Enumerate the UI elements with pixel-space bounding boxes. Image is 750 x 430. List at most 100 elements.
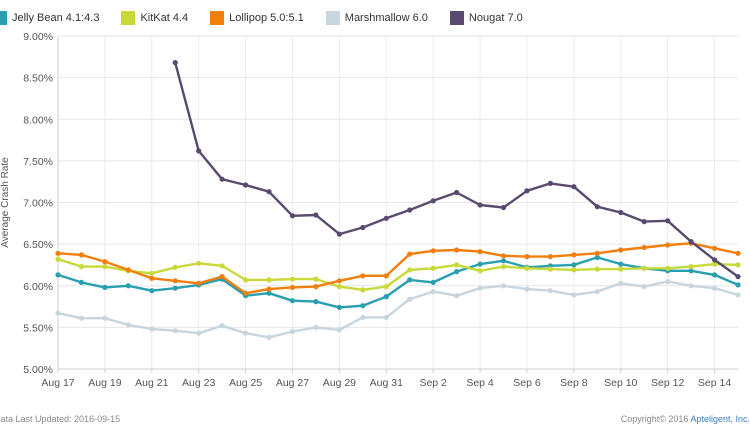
data-point-nougat-7-0 bbox=[383, 215, 389, 221]
data-point-nougat-7-0 bbox=[477, 202, 483, 208]
data-point-kitkat-4-4 bbox=[524, 265, 530, 271]
data-point-jelly-bean-4-1-4-3 bbox=[383, 294, 389, 300]
data-point-lollipop-5-0-5-1 bbox=[735, 250, 741, 256]
data-point-lollipop-5-0-5-1 bbox=[219, 274, 225, 280]
data-point-marshmallow-6-0 bbox=[454, 293, 460, 299]
data-point-nougat-7-0 bbox=[641, 219, 647, 225]
data-point-jelly-bean-4-1-4-3 bbox=[125, 283, 131, 289]
data-point-kitkat-4-4 bbox=[618, 266, 624, 272]
data-point-lollipop-5-0-5-1 bbox=[665, 242, 671, 248]
data-point-marshmallow-6-0 bbox=[149, 326, 155, 332]
data-point-lollipop-5-0-5-1 bbox=[55, 250, 61, 256]
x-tick-label: Aug 29 bbox=[323, 377, 356, 389]
data-point-kitkat-4-4 bbox=[102, 264, 108, 270]
data-point-nougat-7-0 bbox=[594, 204, 600, 210]
x-tick-label: Aug 17 bbox=[41, 377, 74, 389]
legend-item-lollipop[interactable]: Lollipop 5.0:5.1 bbox=[210, 11, 304, 25]
data-point-marshmallow-6-0 bbox=[430, 289, 436, 295]
data-point-kitkat-4-4 bbox=[712, 261, 718, 267]
data-point-lollipop-5-0-5-1 bbox=[594, 250, 600, 256]
legend-item-kitkat[interactable]: KitKat 4.4 bbox=[121, 11, 188, 25]
data-point-marshmallow-6-0 bbox=[266, 334, 272, 340]
legend-item-jelly-bean[interactable]: Jelly Bean 4.1:4.3 bbox=[0, 11, 99, 25]
data-point-marshmallow-6-0 bbox=[735, 292, 741, 298]
x-tick-label: Sep 4 bbox=[466, 377, 494, 389]
data-point-nougat-7-0 bbox=[618, 209, 624, 216]
y-tick-label: 9.00% bbox=[23, 31, 53, 43]
series-line-kitkat-4-4 bbox=[56, 257, 740, 292]
data-point-lollipop-5-0-5-1 bbox=[618, 247, 624, 253]
data-point-kitkat-4-4 bbox=[289, 276, 296, 282]
data-point-nougat-7-0 bbox=[172, 60, 178, 66]
data-point-jelly-bean-4-1-4-3 bbox=[336, 304, 342, 310]
data-point-kitkat-4-4 bbox=[430, 265, 436, 271]
legend-label-kitkat: KitKat 4.4 bbox=[140, 12, 189, 24]
data-point-marshmallow-6-0 bbox=[336, 327, 342, 333]
data-point-lollipop-5-0-5-1 bbox=[266, 286, 272, 292]
data-point-kitkat-4-4 bbox=[641, 265, 647, 271]
data-point-marshmallow-6-0 bbox=[594, 289, 600, 295]
x-tick-label: Sep 8 bbox=[560, 377, 588, 389]
data-point-nougat-7-0 bbox=[407, 207, 413, 213]
data-point-kitkat-4-4 bbox=[594, 266, 600, 272]
data-point-jelly-bean-4-1-4-3 bbox=[477, 261, 483, 267]
data-point-marshmallow-6-0 bbox=[243, 330, 249, 336]
data-point-jelly-bean-4-1-4-3 bbox=[360, 303, 366, 309]
copyright-brand-link[interactable]: Apteligent, Inc. bbox=[690, 414, 750, 424]
y-tick-label: 8.00% bbox=[23, 114, 53, 126]
y-tick-label: 8.50% bbox=[23, 73, 53, 85]
data-point-jelly-bean-4-1-4-3 bbox=[407, 277, 413, 283]
data-point-nougat-7-0 bbox=[219, 176, 225, 182]
data-point-jelly-bean-4-1-4-3 bbox=[78, 279, 84, 285]
legend-swatch-lollipop bbox=[210, 11, 225, 25]
data-point-nougat-7-0 bbox=[665, 218, 671, 224]
data-point-nougat-7-0 bbox=[454, 189, 460, 196]
data-point-kitkat-4-4 bbox=[407, 267, 413, 273]
data-point-nougat-7-0 bbox=[547, 180, 554, 186]
data-point-jelly-bean-4-1-4-3 bbox=[149, 288, 155, 294]
data-point-lollipop-5-0-5-1 bbox=[383, 273, 389, 279]
y-tick-label: 6.00% bbox=[23, 281, 53, 293]
data-point-lollipop-5-0-5-1 bbox=[454, 247, 460, 253]
x-tick-label: Aug 31 bbox=[370, 377, 403, 389]
data-point-nougat-7-0 bbox=[243, 182, 249, 188]
x-tick-label: Aug 27 bbox=[276, 377, 309, 389]
x-tick-label: Sep 2 bbox=[419, 377, 447, 389]
legend-label-lollipop: Lollipop 5.0:5.1 bbox=[229, 12, 304, 24]
y-tick-label: 7.00% bbox=[23, 198, 53, 210]
x-tick-label: Sep 14 bbox=[698, 377, 731, 389]
data-point-nougat-7-0 bbox=[688, 239, 694, 245]
data-point-jelly-bean-4-1-4-3 bbox=[500, 258, 507, 264]
data-point-kitkat-4-4 bbox=[688, 264, 694, 270]
data-point-jelly-bean-4-1-4-3 bbox=[571, 262, 577, 268]
y-tick-label: 5.00% bbox=[23, 364, 53, 376]
data-point-lollipop-5-0-5-1 bbox=[78, 252, 84, 258]
copyright-prefix: Copyright© 2016 bbox=[620, 414, 691, 424]
data-point-jelly-bean-4-1-4-3 bbox=[594, 254, 600, 260]
data-point-lollipop-5-0-5-1 bbox=[289, 284, 296, 290]
data-point-marshmallow-6-0 bbox=[571, 292, 577, 298]
data-point-kitkat-4-4 bbox=[149, 270, 155, 276]
data-point-kitkat-4-4 bbox=[665, 265, 671, 271]
data-point-kitkat-4-4 bbox=[313, 276, 319, 282]
legend-item-marshmallow[interactable]: Marshmallow 6.0 bbox=[325, 11, 428, 25]
data-point-lollipop-5-0-5-1 bbox=[243, 290, 249, 296]
copyright: Copyright© 2016 Apteligent, Inc. bbox=[621, 414, 750, 424]
data-point-nougat-7-0 bbox=[712, 257, 718, 263]
legend-swatch-jelly-bean bbox=[0, 11, 7, 25]
data-point-jelly-bean-4-1-4-3 bbox=[688, 268, 694, 274]
data-point-jelly-bean-4-1-4-3 bbox=[430, 279, 436, 285]
data-point-nougat-7-0 bbox=[289, 213, 296, 219]
data-point-jelly-bean-4-1-4-3 bbox=[454, 269, 460, 275]
data-point-lollipop-5-0-5-1 bbox=[641, 244, 647, 251]
data-point-jelly-bean-4-1-4-3 bbox=[313, 299, 319, 305]
data-point-marshmallow-6-0 bbox=[196, 330, 202, 336]
series-line-jelly-bean-4-1-4-3 bbox=[56, 256, 740, 309]
data-point-jelly-bean-4-1-4-3 bbox=[55, 272, 61, 278]
data-point-kitkat-4-4 bbox=[547, 266, 554, 272]
legend-item-nougat[interactable]: Nougat 7.0 bbox=[449, 11, 523, 25]
data-point-kitkat-4-4 bbox=[172, 264, 178, 270]
data-point-kitkat-4-4 bbox=[735, 262, 741, 268]
data-point-marshmallow-6-0 bbox=[618, 280, 624, 286]
data-point-nougat-7-0 bbox=[336, 231, 342, 237]
